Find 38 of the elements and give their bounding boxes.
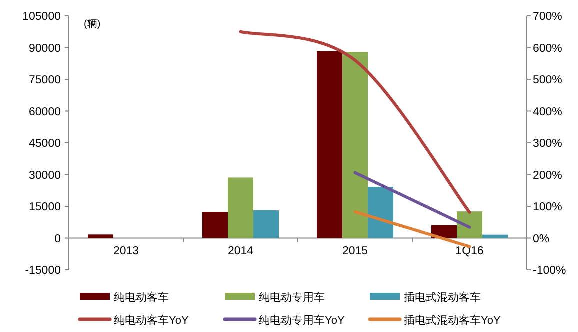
legend-label: 纯电动客车YoY xyxy=(114,314,190,327)
bar xyxy=(228,178,254,238)
y-tick-label: 105000 xyxy=(22,11,61,23)
y2-tick-label: 300% xyxy=(533,138,562,150)
y-tick-label: 15000 xyxy=(29,202,61,214)
bar xyxy=(202,212,228,238)
y2-tick-label: 100% xyxy=(533,202,562,214)
y-tick-label: -15000 xyxy=(25,265,61,277)
y2-tick-label: 600% xyxy=(533,42,562,55)
x-tick-label: 2013 xyxy=(113,245,140,258)
x-tick-label: 2015 xyxy=(342,245,368,258)
legend-label: 纯电动客车 xyxy=(114,291,169,304)
bar xyxy=(254,210,279,238)
legend-label: 纯电动专用车YoY xyxy=(259,314,346,327)
y2-tick-label: 500% xyxy=(533,74,562,86)
legend-label: 插电式混动客车YoY xyxy=(404,314,502,327)
y-tick-label: 60000 xyxy=(29,106,61,118)
y2-tick-label: 0% xyxy=(533,233,550,246)
bar xyxy=(317,51,342,238)
y2-tick-label: -100% xyxy=(533,265,566,277)
bar xyxy=(368,187,394,238)
bar xyxy=(88,234,114,238)
bar xyxy=(342,52,368,238)
x-tick-label: 1Q16 xyxy=(456,245,484,258)
y-tick-label: 0 xyxy=(54,233,61,246)
y-tick-label: 75000 xyxy=(29,74,61,86)
y-axis-title: (辆) xyxy=(84,18,101,30)
y-tick-label: 30000 xyxy=(29,170,61,182)
legend-label: 纯电动专用车 xyxy=(259,291,325,304)
y-tick-label: 90000 xyxy=(29,42,61,55)
legend-label: 插电式混动客车 xyxy=(404,291,481,304)
bar xyxy=(457,212,482,238)
x-tick-label: 2014 xyxy=(228,245,254,258)
y2-tick-label: 200% xyxy=(533,170,562,182)
bar xyxy=(482,234,508,238)
y-tick-label: 45000 xyxy=(29,138,61,150)
y2-tick-label: 700% xyxy=(533,11,562,23)
y2-tick-label: 400% xyxy=(533,106,562,118)
